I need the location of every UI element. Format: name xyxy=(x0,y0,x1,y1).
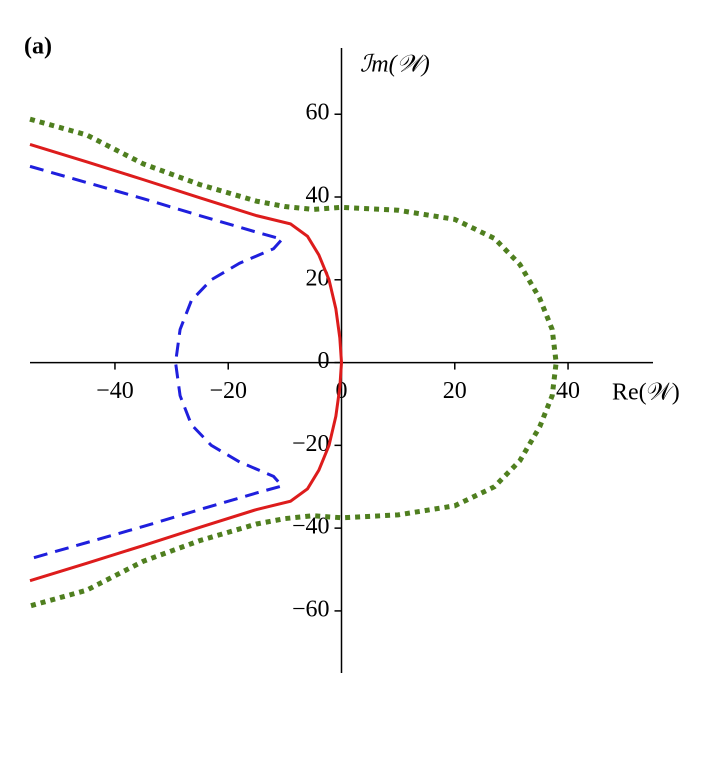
x-tick-label: −40 xyxy=(96,378,134,404)
x-tick-label: 20 xyxy=(443,378,467,404)
curve xyxy=(29,143,344,583)
x-tick-label: 40 xyxy=(556,378,580,404)
y-axis-label: ℐm(𝒲) xyxy=(360,52,430,78)
y-tick-label: −20 xyxy=(292,431,330,457)
y-tick-label: 60 xyxy=(306,100,330,126)
y-tick-label: 40 xyxy=(306,183,330,209)
panel-label: (a) xyxy=(24,34,52,60)
x-axis-label: Re(𝒲) xyxy=(612,380,680,406)
curve xyxy=(29,116,559,609)
y-tick-label: −60 xyxy=(292,596,330,622)
x-tick-label: −20 xyxy=(209,378,247,404)
y-tick-label: 0 xyxy=(318,348,330,374)
